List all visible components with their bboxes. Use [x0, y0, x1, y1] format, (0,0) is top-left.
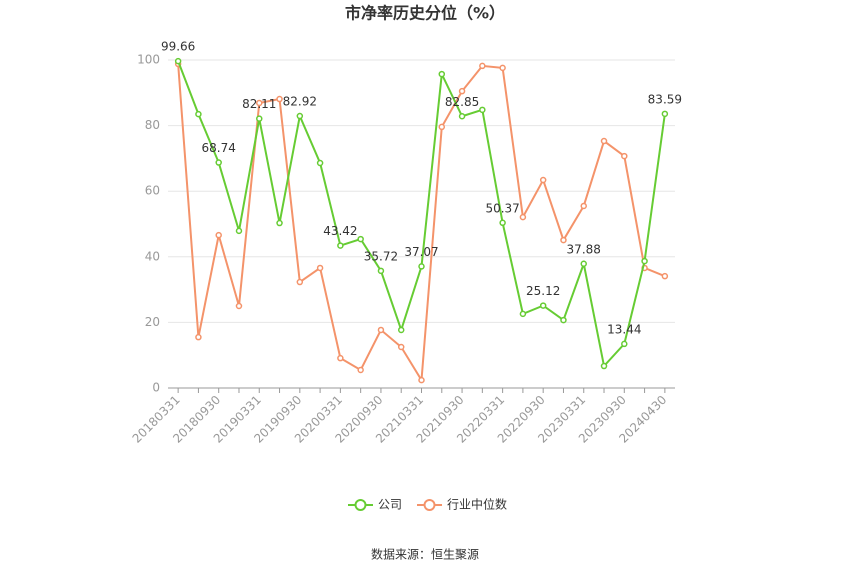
data-point: [357, 366, 364, 374]
data-point: [377, 326, 385, 334]
y-tick-label: 100: [137, 53, 160, 67]
data-point: [621, 340, 628, 348]
data-point: [560, 316, 567, 324]
data-point: [458, 113, 466, 120]
data-point: [397, 326, 405, 334]
data-label: 82.11: [242, 97, 276, 111]
data-point: [195, 333, 202, 341]
y-tick-label: 80: [145, 118, 160, 132]
data-point: [580, 202, 587, 210]
legend-marker: [354, 499, 367, 511]
data-point: [661, 110, 669, 118]
data-label: 37.07: [404, 245, 438, 259]
data-point: [397, 343, 405, 351]
y-tick-label: 20: [145, 315, 160, 329]
data-point: [600, 137, 608, 145]
data-point: [276, 219, 283, 227]
data-label: 82.85: [445, 95, 479, 109]
data-point: [499, 64, 506, 72]
data-point: [519, 213, 527, 221]
legend-marker: [423, 499, 436, 511]
data-point: [215, 231, 222, 239]
data-point: [560, 236, 567, 244]
legend-label: 公司: [378, 498, 402, 512]
data-point: [661, 272, 669, 280]
legend-item: 公司: [348, 498, 402, 512]
data-point: [600, 362, 608, 370]
data-point: [195, 110, 202, 118]
data-point: [418, 376, 425, 384]
legend-item: 行业中位数: [417, 497, 507, 512]
data-point: [418, 263, 425, 270]
data-point: [316, 159, 324, 167]
data-label: 35.72: [364, 249, 398, 263]
data-point: [438, 70, 446, 78]
data-point: [458, 87, 466, 95]
data-label: 99.66: [161, 40, 195, 54]
data-point: [539, 302, 547, 309]
data-point: [499, 219, 506, 227]
data-point: [215, 159, 222, 166]
data-point: [519, 310, 527, 318]
data-point: [296, 278, 304, 286]
data-label: 83.59: [648, 92, 682, 106]
data-point: [479, 62, 486, 70]
data-label: 50.37: [485, 201, 519, 215]
data-label: 25.12: [526, 284, 560, 298]
data-point: [235, 302, 243, 310]
chart-title: 市净率历史分位（%）: [345, 4, 505, 23]
data-point: [296, 112, 304, 120]
data-label: 37.88: [567, 242, 601, 256]
y-tick-label: 40: [145, 249, 160, 263]
data-point: [337, 242, 344, 249]
data-point: [276, 95, 283, 103]
data-point: [337, 354, 344, 362]
data-point: [256, 99, 263, 107]
data-point: [621, 152, 628, 160]
legend-label: 行业中位数: [447, 497, 507, 512]
data-point: [357, 235, 364, 243]
data-label: 13.44: [607, 322, 641, 336]
data-label: 82.92: [283, 95, 317, 109]
data-point: [256, 115, 263, 122]
data-label: 43.42: [323, 224, 357, 238]
data-label: 68.74: [202, 141, 236, 155]
data-point: [438, 123, 446, 131]
y-tick-label: 60: [145, 184, 160, 198]
series-line: [177, 63, 666, 384]
data-point: [580, 260, 587, 268]
source: 数据来源：恒生聚源: [371, 547, 479, 562]
data-point: [377, 267, 385, 275]
data-point: [641, 257, 648, 265]
data-point: [235, 227, 243, 235]
y-tick-label: 0: [152, 381, 160, 395]
data-point: [539, 176, 547, 184]
data-point: [479, 106, 486, 114]
data-point: [316, 264, 324, 272]
data-point: [174, 57, 182, 65]
